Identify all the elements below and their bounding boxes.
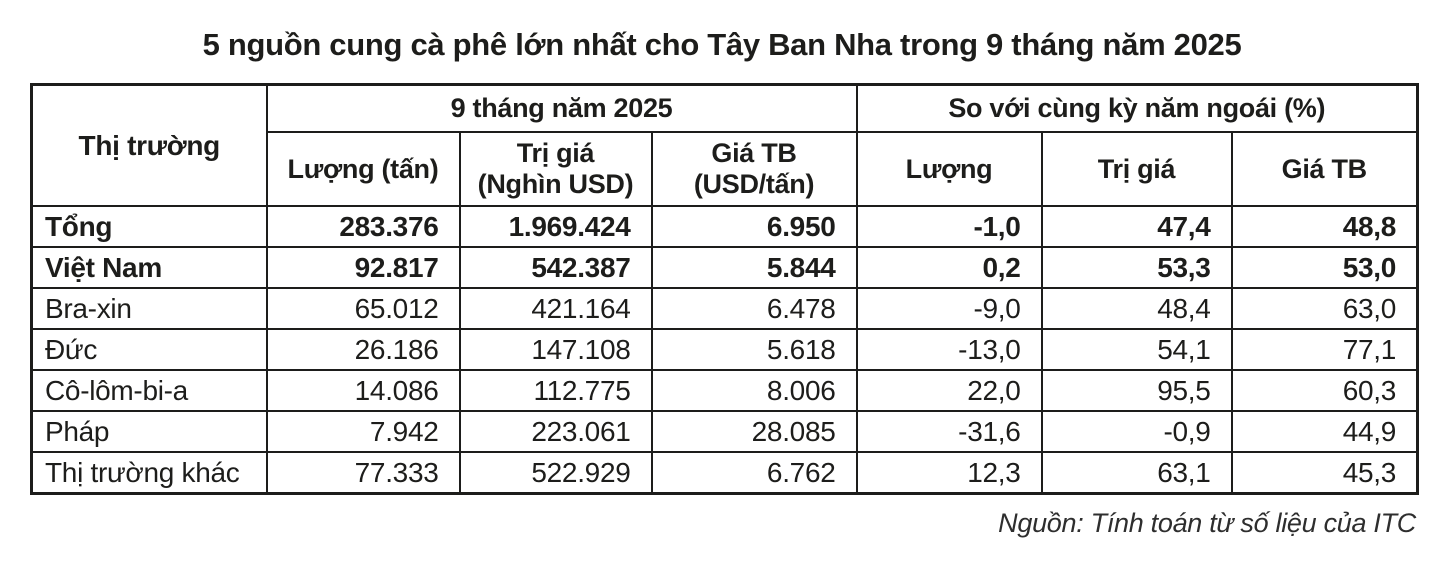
cell-value: 522.929 — [458, 451, 653, 495]
row-label-market: Pháp — [30, 410, 268, 454]
sub-header-row: Lượng (tấn) Trị giá (Nghìn USD) Giá TB (… — [32, 131, 1419, 208]
cell-value: 147.108 — [458, 328, 653, 372]
col-group-9-months-2025: 9 tháng năm 2025 — [265, 83, 858, 134]
cell-value: 77.333 — [265, 451, 461, 495]
col-header-volume-tons: Lượng (tấn) — [265, 131, 461, 208]
cell-value: 1.969.424 — [458, 205, 653, 249]
cell-value: 5.844 — [650, 246, 858, 290]
cell-value: 28.085 — [650, 410, 858, 454]
table-row: Cô-lôm-bi-a 14.086 112.775 8.006 22,0 95,5 60,… — [30, 369, 1419, 413]
cell-value: 6.950 — [650, 205, 858, 249]
cell-value: 53,0 — [1230, 246, 1419, 290]
col-header-market: Thị trường — [30, 83, 268, 208]
cell-value: 48,4 — [1040, 287, 1233, 331]
col-group-yoy-change: So với cùng kỳ năm ngoái (%) — [855, 83, 1419, 134]
table-body: Tổng 283.376 1.969.424 6.950 -1,0 47,4 48,8 Việ… — [30, 205, 1419, 495]
cell-value: 63,1 — [1040, 451, 1233, 495]
cell-value: 112.775 — [458, 369, 653, 413]
cell-value: 92.817 — [265, 246, 461, 290]
col-header-value-thousand-usd: Trị giá (Nghìn USD) — [458, 131, 653, 208]
page: 5 nguồn cung cà phê lớn nhất cho Tây Ban… — [30, 27, 1420, 539]
group-header-row: Thị trường 9 tháng năm 2025 So với cùng … — [30, 83, 1419, 208]
cell-value: 542.387 — [458, 246, 653, 290]
cell-value: 283.376 — [265, 205, 461, 249]
table-row: Bra-xin 65.012 421.164 6.478 -9,0 48,4 63,0 — [30, 287, 1419, 331]
cell-value: 12,3 — [855, 451, 1043, 495]
table-row: Thị trường khác 77.333 522.929 6.762 12,3 63,… — [30, 451, 1419, 495]
cell-value: 6.478 — [650, 287, 858, 331]
cell-value: -0,9 — [1040, 410, 1233, 454]
cell-value: 45,3 — [1230, 451, 1419, 495]
cell-value: 8.006 — [650, 369, 858, 413]
cell-value: -13,0 — [855, 328, 1043, 372]
table-row: Pháp 7.942 223.061 28.085 -31,6 -0,9 44,9 — [30, 410, 1419, 454]
cell-value: 48,8 — [1230, 205, 1419, 249]
row-label-market: Thị trường khác — [30, 451, 268, 495]
cell-value: 5.618 — [650, 328, 858, 372]
cell-value: -1,0 — [855, 205, 1043, 249]
cell-value: -9,0 — [855, 287, 1043, 331]
table-row: Tổng 283.376 1.969.424 6.950 -1,0 47,4 48,8 — [30, 205, 1419, 249]
cell-value: 421.164 — [458, 287, 653, 331]
cell-value: 223.061 — [458, 410, 653, 454]
cell-value: 26.186 — [265, 328, 461, 372]
row-label-market: Đức — [30, 328, 268, 372]
table-row: Việt Nam 92.817 542.387 5.844 0,2 53,3 53,0 — [30, 246, 1419, 290]
page-title: 5 nguồn cung cà phê lớn nhất cho Tây Ban… — [202, 27, 1242, 62]
cell-value: 7.942 — [265, 410, 461, 454]
row-label-market: Việt Nam — [30, 246, 268, 290]
cell-value: 14.086 — [265, 369, 461, 413]
cell-value: 53,3 — [1040, 246, 1233, 290]
table-row: Đức 26.186 147.108 5.618 -13,0 54,1 77,1 — [30, 328, 1419, 372]
cell-value: 47,4 — [1040, 205, 1233, 249]
col-header-value-change: Trị giá — [1040, 131, 1233, 208]
table-header: Thị trường 9 tháng năm 2025 So với cùng … — [30, 83, 1419, 208]
coffee-suppliers-table: Thị trường 9 tháng năm 2025 So với cùng … — [30, 83, 1420, 496]
cell-value: 0,2 — [855, 246, 1043, 290]
cell-value: 6.762 — [650, 451, 858, 495]
cell-value: -31,6 — [855, 410, 1043, 454]
cell-value: 63,0 — [1230, 287, 1419, 331]
cell-value: 44,9 — [1230, 410, 1419, 454]
cell-value: 60,3 — [1230, 369, 1419, 413]
col-header-avg-price-usd-ton: Giá TB (USD/tấn) — [650, 131, 858, 208]
cell-value: 95,5 — [1040, 369, 1233, 413]
row-label-market: Cô-lôm-bi-a — [30, 369, 268, 413]
cell-value: 77,1 — [1230, 328, 1419, 372]
row-label-market: Bra-xin — [30, 287, 268, 331]
col-header-avg-price-change: Giá TB — [1230, 131, 1419, 208]
cell-value: 22,0 — [855, 369, 1043, 413]
cell-value: 54,1 — [1040, 328, 1233, 372]
col-header-volume-change: Lượng — [855, 131, 1043, 208]
row-label-market: Tổng — [30, 205, 268, 249]
source-note: Nguồn: Tính toán từ số liệu của ITC — [998, 508, 1416, 539]
cell-value: 65.012 — [265, 287, 461, 331]
